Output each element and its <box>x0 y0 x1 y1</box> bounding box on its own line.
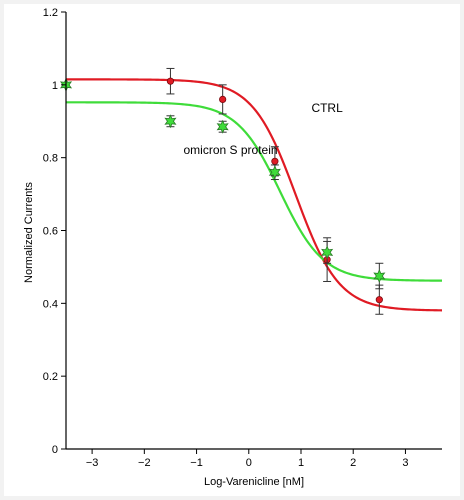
data-point-1-2 <box>166 77 175 85</box>
data-points <box>59 67 386 315</box>
fit-curves <box>66 78 443 312</box>
x-tick-label-2: −2 <box>138 457 151 469</box>
data-point-2-5 <box>321 245 334 260</box>
y-tick-label-2: 0.2 <box>43 371 58 383</box>
data-point-2-6 <box>373 269 386 284</box>
y-tick-label-6: 1 <box>52 80 58 92</box>
annotations: CTRL omicron S protein <box>184 101 344 157</box>
x-tick-label-1: −3 <box>86 457 99 469</box>
data-point-2-3 <box>216 119 229 134</box>
data-point-1-4 <box>271 157 279 165</box>
y-tick-label-5: 0.8 <box>43 153 58 165</box>
x-tick-label-7: 3 <box>402 457 408 469</box>
data-point-2-4 <box>268 165 281 180</box>
x-tick-label-6: 2 <box>350 457 356 469</box>
x-tick-label-3: −1 <box>190 457 203 469</box>
x-tick-label-5: 1 <box>298 457 304 469</box>
fit-curve-2 <box>66 101 443 282</box>
data-point-2-2 <box>164 114 177 129</box>
data-point-1-3 <box>219 95 227 104</box>
y-tick-label-4: 0.6 <box>43 226 58 238</box>
y-tick-label-7: 1.2 <box>43 7 58 19</box>
fit-curve-1 <box>66 78 443 312</box>
y-axis-label: Normalized Currents <box>23 182 35 283</box>
x-axis-label: Log-Varenicline [nM] <box>204 476 304 488</box>
x-tick-label-4: 0 <box>246 457 252 469</box>
annotation-1: CTRL <box>311 101 343 115</box>
annotation-2: omicron S protein <box>184 143 278 157</box>
y-tick-label-1: 0 <box>52 444 58 456</box>
y-tick-label-3: 0.4 <box>43 298 58 310</box>
axes: −3 −2 −1 0 1 2 3 0 0.2 0.4 0.6 0.8 1 1.2 Log-Varenicli… <box>23 7 442 488</box>
data-point-1-6 <box>375 296 383 304</box>
chart-panel <box>4 4 460 496</box>
